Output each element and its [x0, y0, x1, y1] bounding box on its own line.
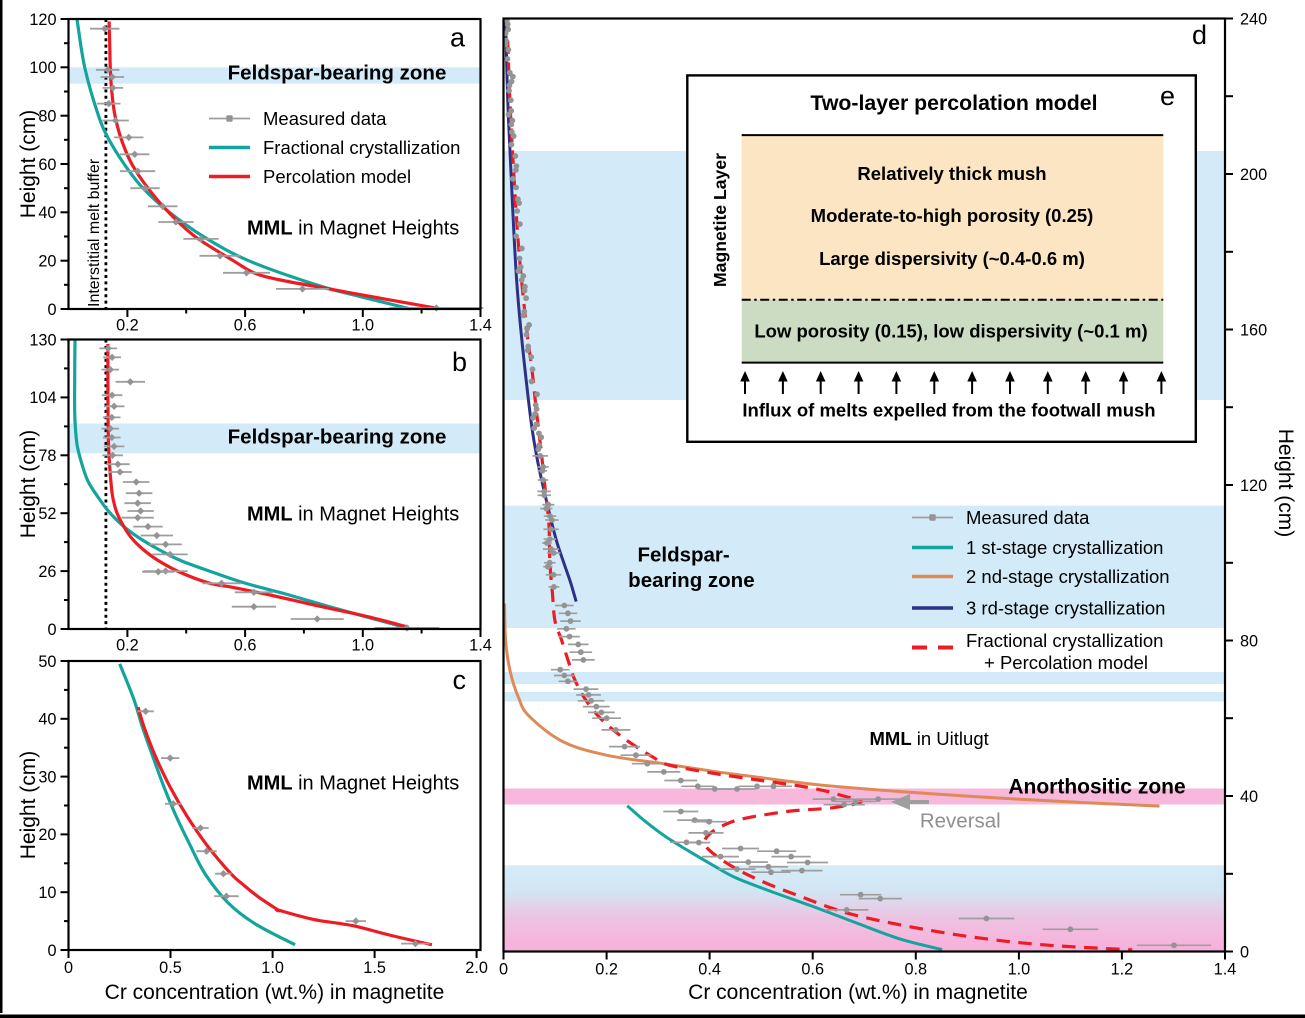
svg-text:c: c	[453, 665, 467, 695]
svg-text:Relatively thick mush: Relatively thick mush	[857, 163, 1046, 184]
svg-text:0.2: 0.2	[116, 317, 139, 335]
svg-text:0: 0	[499, 961, 508, 979]
svg-text:60: 60	[38, 156, 56, 174]
svg-text:a: a	[450, 23, 466, 53]
svg-text:Reversal: Reversal	[920, 810, 1001, 833]
svg-text:b: b	[452, 347, 467, 377]
svg-text:0: 0	[47, 942, 56, 960]
svg-text:Height (cm): Height (cm)	[17, 751, 40, 860]
svg-text:0.8: 0.8	[904, 961, 927, 979]
svg-text:1 st-stage crystallization: 1 st-stage crystallization	[966, 537, 1163, 558]
svg-text:50: 50	[38, 653, 56, 671]
svg-text:1.4: 1.4	[469, 637, 492, 655]
svg-text:40: 40	[38, 204, 56, 222]
svg-text:100: 100	[29, 59, 56, 77]
svg-text:1.4: 1.4	[469, 317, 492, 335]
svg-text:0: 0	[64, 959, 73, 977]
svg-text:0: 0	[47, 301, 56, 319]
svg-text:0.5: 0.5	[159, 959, 182, 977]
svg-text:bearing zone: bearing zone	[628, 569, 754, 592]
svg-text:200: 200	[1240, 166, 1267, 184]
svg-text:3 rd-stage crystallization: 3 rd-stage crystallization	[966, 597, 1165, 618]
svg-text:Interstitial melt buffer: Interstitial melt buffer	[86, 158, 103, 307]
svg-text:Height (cm): Height (cm)	[17, 110, 40, 219]
svg-text:10: 10	[38, 884, 56, 902]
svg-text:160: 160	[1240, 321, 1267, 339]
svg-text:0: 0	[47, 621, 56, 639]
svg-text:Low porosity (0.15), low dispe: Low porosity (0.15), low dispersivity (~…	[754, 321, 1147, 342]
svg-text:0.2: 0.2	[595, 961, 618, 979]
svg-text:20: 20	[38, 253, 56, 271]
svg-text:0.2: 0.2	[116, 637, 139, 655]
svg-text:120: 120	[1240, 477, 1267, 495]
svg-text:26: 26	[38, 563, 56, 581]
svg-text:MML in Magnet Heights: MML in Magnet Heights	[247, 218, 459, 240]
svg-text:Magnetite Layer: Magnetite Layer	[710, 153, 730, 287]
svg-text:Measured data: Measured data	[263, 108, 387, 129]
svg-text:0.6: 0.6	[234, 317, 257, 335]
svg-text:Anorthositic zone: Anorthositic zone	[1008, 776, 1185, 799]
svg-text:Cr concentration (wt.%) in mag: Cr concentration (wt.%) in magnetite	[105, 981, 445, 1004]
svg-text:1.4: 1.4	[1214, 961, 1237, 979]
svg-text:Height (cm): Height (cm)	[17, 430, 40, 539]
svg-text:Height (cm): Height (cm)	[1274, 429, 1297, 538]
svg-text:Cr concentration (wt.%) in mag: Cr concentration (wt.%) in magnetite	[688, 981, 1028, 1004]
svg-text:MML in Magnet Heights: MML in Magnet Heights	[247, 773, 459, 795]
svg-text:0.6: 0.6	[801, 961, 824, 979]
svg-text:20: 20	[38, 826, 56, 844]
svg-text:MML in Magnet Heights: MML in Magnet Heights	[247, 504, 459, 526]
svg-text:52: 52	[38, 505, 56, 523]
svg-text:2.0: 2.0	[465, 959, 488, 977]
svg-text:Feldspar-bearing zone: Feldspar-bearing zone	[228, 426, 447, 449]
svg-text:Fractional crystallization: Fractional crystallization	[263, 137, 460, 158]
svg-text:240: 240	[1240, 10, 1267, 28]
svg-text:40: 40	[1240, 788, 1258, 806]
svg-text:78: 78	[38, 447, 56, 465]
svg-text:2 nd-stage crystallization: 2 nd-stage crystallization	[966, 566, 1170, 587]
svg-text:Fractional crystallization: Fractional crystallization	[966, 630, 1163, 651]
svg-text:Measured data: Measured data	[966, 507, 1090, 528]
svg-text:Moderate-to-high porosity (0.2: Moderate-to-high porosity (0.25)	[811, 205, 1094, 226]
svg-text:40: 40	[38, 711, 56, 729]
svg-text:120: 120	[29, 11, 56, 29]
svg-text:0.4: 0.4	[698, 961, 721, 979]
svg-text:0.6: 0.6	[234, 637, 257, 655]
svg-text:Feldspar-: Feldspar-	[637, 544, 729, 567]
svg-text:Feldspar-bearing zone: Feldspar-bearing zone	[228, 62, 447, 85]
svg-text:Two-layer percolation model: Two-layer percolation model	[810, 91, 1097, 115]
svg-text:0: 0	[1240, 943, 1249, 961]
svg-text:MML in Uitlugt: MML in Uitlugt	[870, 728, 989, 749]
svg-text:30: 30	[38, 768, 56, 786]
svg-text:1.5: 1.5	[363, 959, 386, 977]
svg-text:1.0: 1.0	[351, 637, 374, 655]
svg-text:1.0: 1.0	[261, 959, 284, 977]
svg-text:1.0: 1.0	[1008, 961, 1031, 979]
svg-text:1.0: 1.0	[351, 317, 374, 335]
svg-text:130: 130	[29, 331, 56, 349]
svg-text:Percolation model: Percolation model	[263, 166, 411, 187]
svg-text:d: d	[1192, 20, 1207, 50]
svg-text:+ Percolation model: + Percolation model	[984, 652, 1148, 673]
svg-text:1.2: 1.2	[1111, 961, 1134, 979]
svg-text:80: 80	[1240, 632, 1258, 650]
svg-text:104: 104	[29, 389, 56, 407]
svg-text:80: 80	[38, 108, 56, 126]
svg-text:e: e	[1160, 81, 1175, 111]
svg-text:Large dispersivity (~0.4-0.6 m: Large dispersivity (~0.4-0.6 m)	[819, 248, 1085, 269]
svg-text:Influx of melts expelled from: Influx of melts expelled from the footwa…	[742, 400, 1155, 421]
